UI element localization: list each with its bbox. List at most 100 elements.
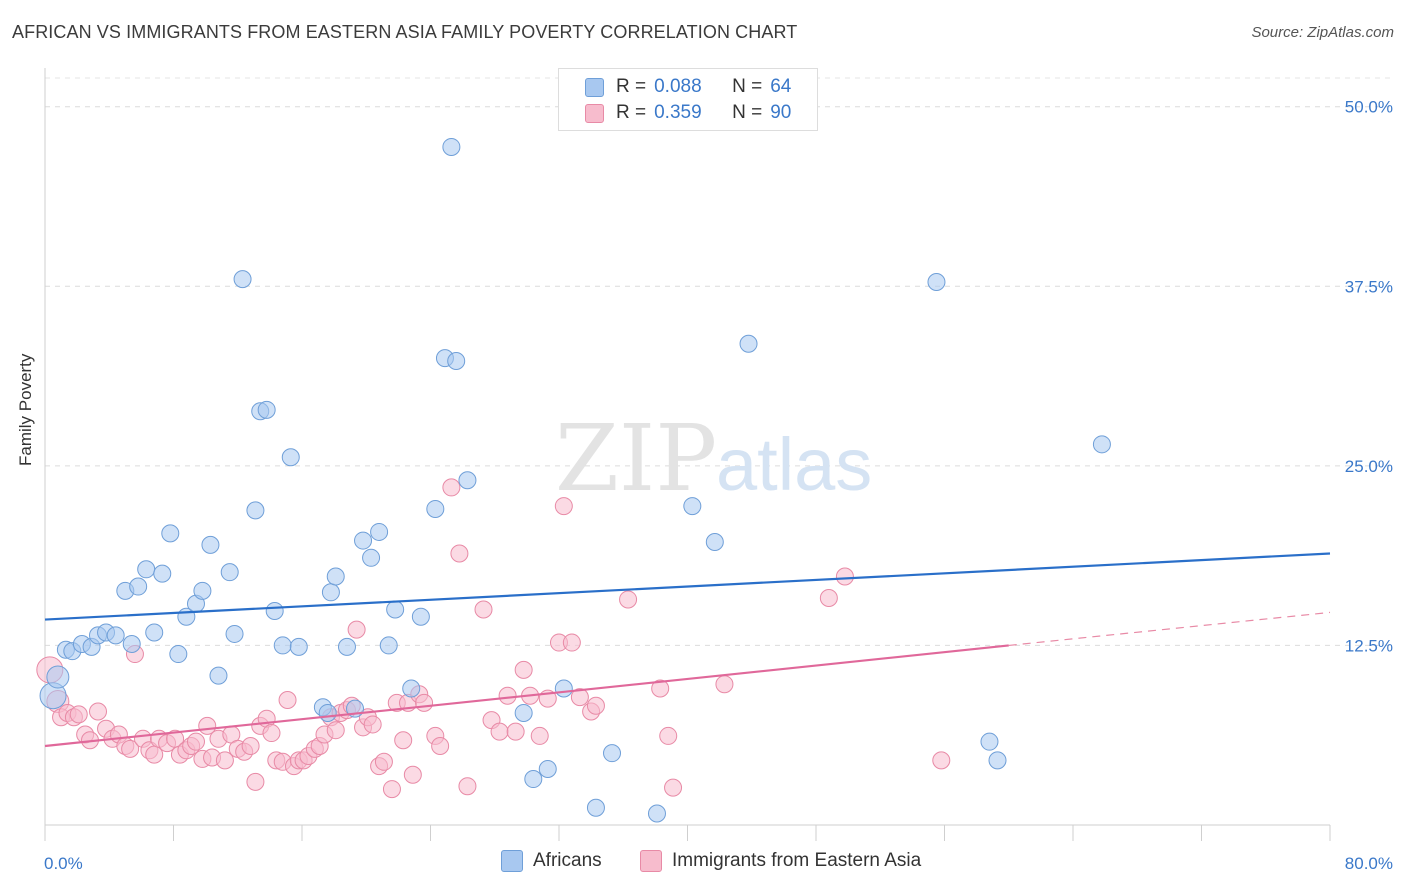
eastern-asia-point [69, 705, 88, 724]
africans-point [129, 577, 148, 596]
legend-n-label: N = [732, 76, 763, 97]
africans-point [458, 471, 477, 490]
legend-r-label: R = [616, 76, 647, 97]
eastern-asia-point [651, 679, 670, 698]
africans-point [379, 636, 398, 655]
africans-point [201, 535, 220, 554]
eastern-asia-trend-extension [1008, 611, 1331, 647]
africans-point [145, 623, 164, 642]
africans-point [220, 563, 239, 582]
eastern-asia-point [458, 777, 477, 796]
eastern-asia-point [450, 544, 469, 563]
eastern-asia-point [442, 478, 461, 497]
watermark-zip: ZIP [555, 405, 717, 512]
correlation-legend: R = 0.088 N = 64 R = 0.359 N = 90 [558, 68, 818, 131]
legend-swatch-africans [585, 77, 604, 97]
africans-point [273, 636, 292, 655]
eastern-asia-point [374, 752, 393, 771]
eastern-asia-point [415, 693, 434, 712]
africans-point [161, 524, 180, 543]
africans-point [386, 600, 405, 619]
africans-point [586, 798, 605, 817]
legend-r-label: R = [616, 102, 647, 123]
legend-r-value: 0.088 [654, 76, 702, 97]
series-swatch-africans [501, 850, 523, 872]
africans-point [106, 626, 125, 645]
africans-point [246, 501, 265, 520]
africans-point [225, 624, 244, 643]
eastern-asia-point [932, 751, 951, 770]
eastern-asia-point [659, 726, 678, 745]
eastern-asia-point [506, 722, 525, 741]
africans-point [538, 759, 557, 778]
africans-point [927, 272, 946, 291]
series-label-africans: Africans [533, 850, 602, 871]
africans-point [524, 770, 543, 789]
eastern-asia-point [89, 702, 108, 721]
series-swatch-eastern-asia [640, 850, 662, 872]
data-points [36, 137, 1111, 823]
eastern-asia-point [490, 722, 509, 741]
eastern-asia-point [186, 732, 205, 751]
x-tick-label-max: 80.0% [1345, 854, 1393, 873]
africans-point [122, 634, 141, 653]
africans-point [739, 334, 758, 353]
eastern-asia-point [819, 589, 838, 608]
series-legend-africans[interactable]: Africans [501, 850, 602, 872]
chart-title: AFRICAN VS IMMIGRANTS FROM EASTERN ASIA … [12, 22, 798, 42]
watermark: ZIP atlas [555, 405, 872, 512]
eastern-asia-point [554, 497, 573, 516]
eastern-asia-trend-line [44, 644, 1009, 748]
eastern-asia-point [262, 724, 281, 743]
eastern-asia-point [326, 721, 345, 740]
africans-point [683, 497, 702, 516]
africans-point [321, 583, 340, 602]
africans-point [426, 499, 445, 518]
africans-point [193, 581, 212, 600]
eastern-asia-point [121, 739, 140, 758]
africans-point [411, 607, 430, 626]
eastern-asia-point [664, 778, 683, 797]
eastern-asia-point [382, 780, 401, 799]
legend-r-value: 0.359 [654, 102, 702, 123]
africans-point [514, 703, 533, 722]
africans-point [442, 137, 461, 156]
africans-point [988, 751, 1007, 770]
africans-point [603, 744, 622, 763]
africans-point [326, 567, 345, 586]
africans-point [337, 637, 356, 656]
y-axis-label: Family Poverty [16, 353, 35, 466]
eastern-asia-point [246, 772, 265, 791]
series-label-eastern-asia: Immigrants from Eastern Asia [672, 850, 922, 871]
series-legend: Africans Immigrants from Eastern Asia [0, 850, 1406, 878]
africans-point [289, 637, 308, 656]
legend-row-eastern-asia: R = 0.359 N = 90 [585, 101, 791, 125]
africans-point [137, 560, 156, 579]
eastern-asia-point [403, 765, 422, 784]
eastern-asia-point [835, 567, 854, 586]
africans-point [370, 522, 389, 541]
chart-source: Source: ZipAtlas.com [1251, 24, 1394, 41]
watermark-atlas: atlas [716, 423, 872, 506]
africans-point [980, 732, 999, 751]
africans-trend-line [44, 552, 1331, 621]
eastern-asia-point [278, 691, 297, 710]
eastern-asia-point [530, 726, 549, 745]
series-legend-eastern-asia[interactable]: Immigrants from Eastern Asia [640, 850, 921, 872]
eastern-asia-point [514, 660, 533, 679]
legend-n-label: N = [732, 102, 763, 123]
africans-point [705, 533, 724, 552]
eastern-asia-point [474, 600, 493, 619]
africans-point [209, 666, 228, 685]
eastern-asia-point [347, 620, 366, 639]
africans-point [265, 601, 284, 620]
africans-point [554, 679, 573, 698]
africans-point [402, 679, 421, 698]
africans-point [354, 531, 373, 550]
africans-point [281, 448, 300, 467]
africans-point [362, 548, 381, 567]
eastern-asia-point [215, 751, 234, 770]
eastern-asia-point [586, 696, 605, 715]
legend-n-value: 64 [770, 76, 792, 97]
